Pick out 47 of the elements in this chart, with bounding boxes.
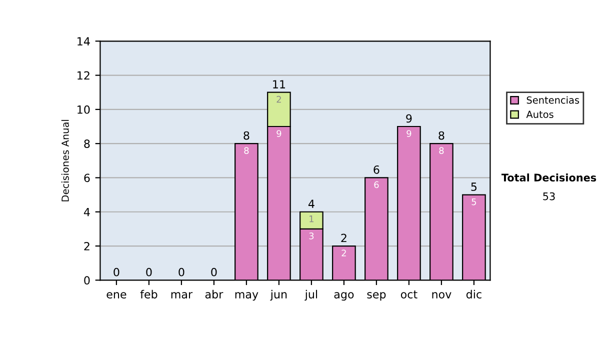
y-tick-label: 10 (78, 105, 90, 114)
text: 53 (543, 192, 555, 200)
data-label: 2 (276, 96, 281, 103)
x-tick-label: mar (171, 292, 193, 298)
total-label: 8 (438, 131, 444, 140)
x-tick-label: jun (270, 290, 287, 301)
y-tick-label: 2 (84, 242, 90, 250)
y-tick-label: 0 (84, 276, 90, 285)
x-tick-label: feb (140, 290, 158, 298)
total-label: 0 (178, 268, 184, 276)
total-label: 4 (308, 200, 314, 208)
total-label: 9 (406, 114, 412, 123)
data-label: 9 (276, 130, 282, 137)
total-label: 2 (341, 234, 346, 242)
x-tick-label: ago (334, 292, 354, 301)
legend-label: Autos (526, 110, 554, 118)
total-label: 0 (146, 268, 152, 276)
data-label: 9 (406, 130, 412, 137)
y-tick-label: 14 (78, 37, 90, 46)
y-axis-title: Decisiones Anual (61, 120, 69, 202)
x-tick-label: ene (106, 292, 126, 298)
data-label: 1 (310, 216, 314, 222)
total-label: 0 (211, 268, 217, 276)
data-label: 8 (439, 147, 444, 154)
total-label: 6 (374, 165, 380, 174)
text: Total Decisiones (501, 173, 596, 182)
x-tick-label: oct (400, 290, 418, 298)
data-label: 6 (374, 181, 379, 188)
data-label: 2 (342, 250, 346, 256)
y-tick-label: 4 (84, 208, 90, 216)
x-tick-label: dic (466, 290, 482, 298)
total-label: 8 (244, 131, 250, 140)
x-tick-label: abr (205, 290, 224, 298)
total-label: 5 (471, 182, 477, 191)
data-label: 5 (472, 198, 476, 206)
total-label: 0 (114, 268, 120, 276)
y-tick-label: 6 (84, 174, 90, 182)
x-tick-label: sep (367, 292, 386, 301)
y-tick-label: 12 (78, 71, 90, 80)
y-tick-label: 8 (84, 140, 90, 148)
x-tick-label: jul (304, 290, 318, 301)
legend-label: Sentencias (526, 96, 580, 104)
data-label: 3 (309, 232, 314, 240)
x-tick-label: may (235, 292, 258, 301)
x-tick-label: nov (432, 292, 452, 298)
total-label: 11 (273, 80, 285, 88)
data-label: 8 (244, 147, 249, 154)
